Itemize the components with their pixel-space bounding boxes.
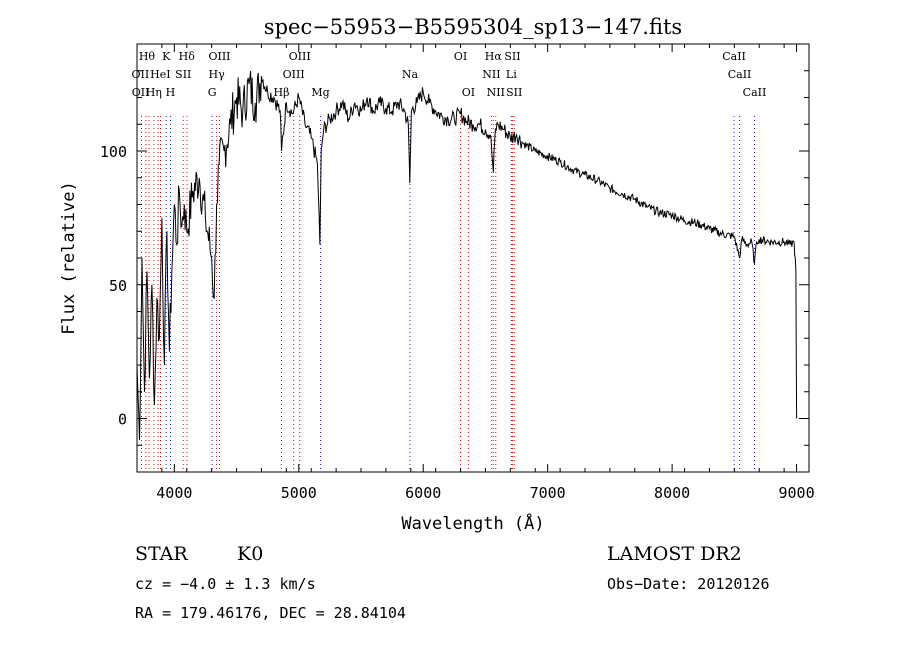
- survey-name: LAMOST DR2: [607, 543, 742, 565]
- y-tick-label-2: 100: [100, 143, 127, 161]
- line-markers: [140, 116, 755, 472]
- line-label-row1-8: CaII: [722, 50, 746, 63]
- line-label-row2-4: OIII: [283, 68, 305, 81]
- line-label-row1-6: Hα: [485, 50, 503, 63]
- line-label-row3-9: CaII: [743, 86, 767, 99]
- object-class: STAR: [135, 543, 188, 565]
- line-label-row2-2: SII: [175, 68, 191, 81]
- chart-title: spec−55953−B5595304_sp13−147.fits: [264, 15, 682, 39]
- line-label-row3-0: OII: [132, 86, 150, 99]
- x-tick-label-0: 4000: [156, 484, 192, 502]
- line-label-row2-6: NII: [482, 68, 500, 81]
- axis-ticks: 4000 5000 6000 7000 8000 9000 0 50 100: [100, 43, 815, 502]
- coordinates: RA = 179.46176, DEC = 28.84104: [135, 604, 406, 622]
- line-label-row1-4: OIII: [289, 50, 311, 63]
- line-label-row2-8: CaII: [728, 68, 752, 81]
- object-subclass: K0: [237, 543, 263, 565]
- line-label-row2-5: Na: [402, 68, 419, 81]
- line-label-row2-3: Hγ: [209, 68, 226, 81]
- y-tick-label-0: 0: [118, 411, 127, 429]
- line-label-row3-4: Hβ: [274, 86, 290, 99]
- y-tick-label-1: 50: [109, 277, 127, 295]
- line-label-row3-5: Mg: [311, 86, 329, 99]
- line-label-row1-3: OIII: [208, 50, 230, 63]
- line-label-row3-8: SII: [506, 86, 522, 99]
- obs-date: Obs−Date: 20120126: [607, 575, 770, 593]
- x-tick-label-4: 8000: [654, 484, 690, 502]
- line-label-row1-5: OI: [454, 50, 467, 63]
- line-label-row2-0: OII: [132, 68, 150, 81]
- line-label-row2-1: HeI: [150, 68, 170, 81]
- redshift-info: cz = −4.0 ± 1.3 km/s: [135, 575, 316, 593]
- x-axis-label: Wavelength (Å): [401, 512, 544, 534]
- line-label-row3-3: G: [208, 86, 217, 99]
- line-label-row1-7: SII: [504, 50, 520, 63]
- line-label-row1-0: Hθ: [139, 50, 156, 63]
- line-label-row3-6: OI: [462, 86, 475, 99]
- x-tick-label-1: 5000: [281, 484, 317, 502]
- line-label-row1-2: Hδ: [179, 50, 196, 63]
- line-label-row1-1: K: [162, 50, 171, 63]
- line-label-row3-7: NII: [487, 86, 505, 99]
- x-tick-label-3: 7000: [530, 484, 566, 502]
- x-tick-label-2: 6000: [405, 484, 441, 502]
- line-label-row3-1: Hη: [146, 86, 162, 99]
- spectrum-line: [136, 70, 798, 440]
- y-axis-label: Flux (relative): [59, 181, 79, 335]
- x-tick-label-5: 9000: [778, 484, 814, 502]
- line-label-row2-7: Li: [506, 68, 517, 81]
- line-label-row3-2: H: [166, 86, 176, 99]
